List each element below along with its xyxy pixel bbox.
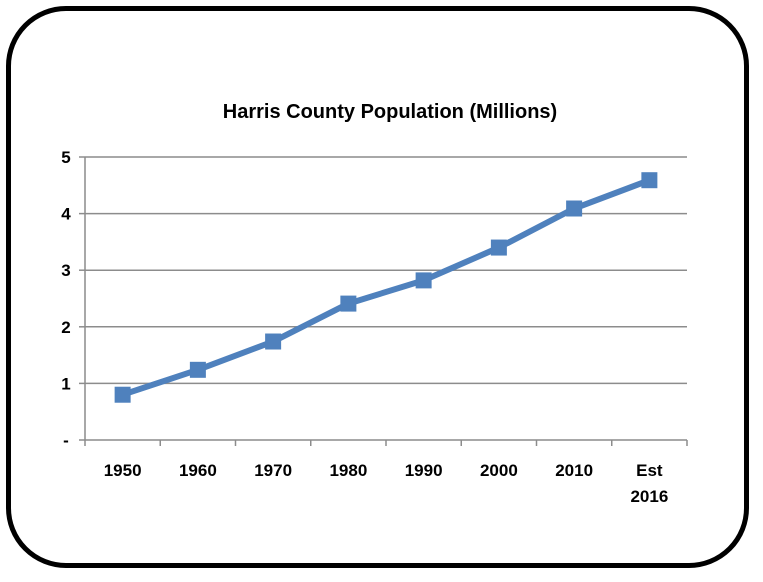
axes [79,156,688,446]
y-tick-label: 1 [61,374,70,393]
chart-title: Harris County Population (Millions) [223,101,557,123]
y-tick-label: 2 [61,318,70,337]
data-point [641,172,658,189]
data-point [114,386,131,403]
data-point [340,295,357,312]
data-point [265,333,282,350]
x-tick-label: Est 2016 [630,461,668,506]
x-axis-ticks: 1950 1960 1970 1980 1990 2000 2010 Est 2016 [104,461,669,506]
y-axis-ticks: - 1 2 3 4 5 [61,148,71,450]
x-tick-label: 2000 [480,461,518,480]
data-point [189,361,206,378]
x-tick-label: 1970 [254,461,292,480]
series-layer [114,172,658,403]
y-tick-label: 3 [61,261,70,280]
chart-frame [6,6,749,568]
data-point [566,200,583,217]
x-tick-label: 1950 [104,461,142,480]
gridlines [85,156,687,385]
series-line [121,177,651,398]
x-tick-label: 1980 [329,461,367,480]
y-tick-label: - [63,431,69,450]
x-tick-label: 1990 [405,461,443,480]
x-tick-label: 2010 [555,461,593,480]
y-tick-label: 5 [61,148,70,167]
y-tick-label: 4 [61,205,71,224]
x-tick-label: 1960 [179,461,217,480]
data-point [490,239,507,256]
data-point [415,272,432,289]
